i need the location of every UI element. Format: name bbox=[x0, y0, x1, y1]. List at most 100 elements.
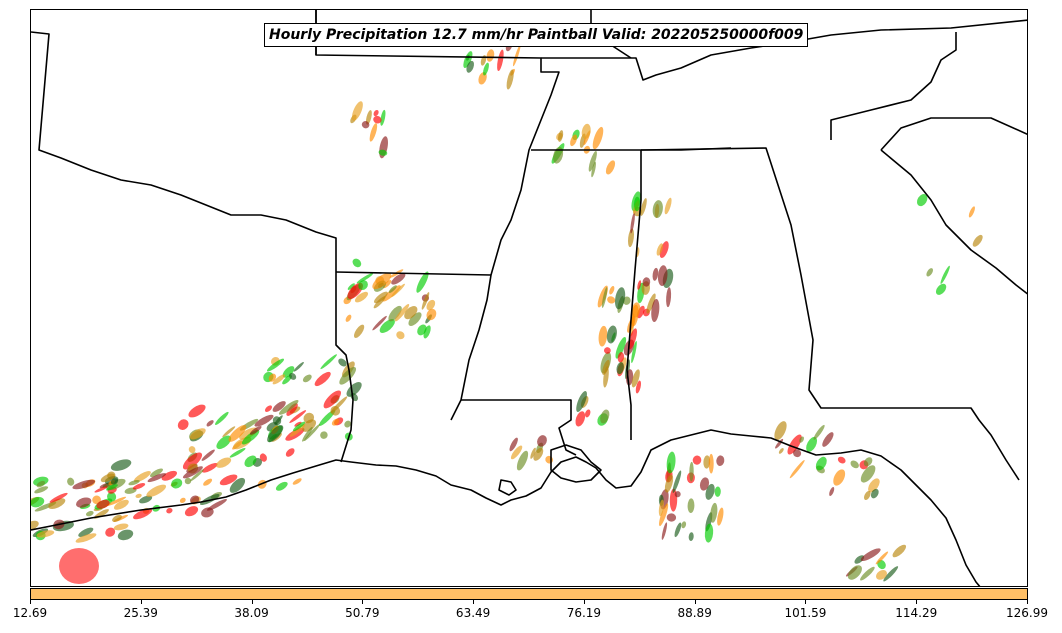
precip-paintball bbox=[692, 455, 702, 465]
precip-paintball bbox=[883, 566, 899, 582]
precip-paintball bbox=[601, 287, 608, 308]
precip-paintball bbox=[254, 414, 274, 427]
precip-paintball bbox=[76, 497, 92, 508]
precip-paintball bbox=[244, 455, 257, 468]
precip-paintball bbox=[672, 470, 682, 493]
colorbar-tick bbox=[140, 600, 142, 604]
precip-paintball bbox=[497, 49, 504, 72]
state-borders bbox=[31, 10, 1027, 586]
precip-paintball bbox=[184, 506, 199, 517]
precip-paintball bbox=[75, 533, 97, 543]
precip-paintball bbox=[49, 492, 68, 503]
precip-paintball bbox=[605, 160, 616, 175]
precip-paintball bbox=[304, 423, 321, 442]
precip-paintball bbox=[272, 374, 286, 385]
precip-paintball bbox=[778, 448, 784, 454]
precip-paintball bbox=[815, 456, 827, 471]
precip-paintball bbox=[216, 435, 232, 450]
precip-paintball bbox=[365, 110, 372, 125]
precip-paintball bbox=[659, 241, 669, 259]
precip-paintball bbox=[875, 551, 889, 565]
colorbar-tick-label: 114.29 bbox=[895, 606, 938, 620]
precip-paintball bbox=[292, 478, 302, 485]
colorbar-tick-label: 38.09 bbox=[234, 606, 269, 620]
precip-paintball bbox=[588, 150, 597, 172]
precip-paintball bbox=[320, 431, 328, 439]
precip-paintball bbox=[292, 421, 306, 432]
precip-paintball bbox=[637, 305, 645, 319]
precip-paintball bbox=[372, 272, 392, 290]
precip-paintball bbox=[530, 447, 536, 459]
precip-paintball bbox=[378, 149, 388, 156]
precip-paintball bbox=[139, 495, 153, 504]
precip-paintball bbox=[361, 121, 370, 129]
precip-paintball bbox=[106, 484, 118, 491]
precip-paintball bbox=[486, 49, 495, 62]
colorbar-tick bbox=[916, 600, 918, 604]
precip-paintball bbox=[860, 548, 881, 562]
precip-paintball bbox=[829, 486, 835, 497]
precip-paintball bbox=[483, 62, 489, 76]
precip-paintball bbox=[388, 285, 397, 293]
colorbar bbox=[30, 588, 1028, 600]
precip-paintball bbox=[302, 426, 313, 442]
precip-paintball bbox=[714, 486, 721, 497]
precip-paintball bbox=[916, 194, 928, 207]
precip-paintball bbox=[201, 462, 218, 473]
precip-paintball bbox=[789, 459, 805, 479]
precip-paintball bbox=[426, 299, 436, 311]
precip-paintball bbox=[674, 522, 682, 538]
precip-paintball bbox=[272, 401, 286, 412]
precip-paintball bbox=[635, 380, 642, 394]
precip-paintball bbox=[394, 304, 410, 322]
precip-paintball bbox=[631, 369, 640, 388]
precip-paintball bbox=[133, 508, 153, 520]
precip-paintball bbox=[338, 358, 347, 367]
precip-paintball bbox=[177, 419, 189, 430]
precip-paintball bbox=[190, 469, 204, 482]
precip-paintball bbox=[110, 478, 119, 485]
precip-paintball bbox=[666, 451, 676, 474]
precip-paintball bbox=[704, 523, 714, 543]
precip-paintball bbox=[664, 197, 672, 215]
colorbar-tick bbox=[1027, 600, 1028, 604]
precip-paintball bbox=[358, 280, 368, 290]
precip-paintball bbox=[717, 507, 724, 526]
precip-paintball bbox=[793, 449, 802, 458]
precip-paintball bbox=[822, 432, 834, 447]
precip-paintball bbox=[249, 426, 262, 435]
precip-paintball bbox=[314, 371, 331, 387]
colorbar-tick bbox=[362, 600, 364, 604]
colorbar-tick bbox=[251, 600, 253, 604]
precip-paintball bbox=[609, 285, 615, 295]
precip-paintball bbox=[31, 496, 45, 508]
precip-paintball bbox=[584, 409, 591, 418]
precip-paintball bbox=[206, 420, 214, 427]
precip-paintball bbox=[631, 340, 637, 364]
precip-paintball bbox=[533, 447, 544, 461]
precip-paintball bbox=[229, 447, 246, 458]
precip-paintball bbox=[837, 456, 846, 464]
precip-paintball bbox=[31, 520, 39, 531]
precip-paintball bbox=[681, 521, 687, 529]
precip-paintball bbox=[652, 267, 659, 281]
precip-paintball bbox=[892, 544, 907, 558]
precip-paintball bbox=[293, 362, 304, 372]
precip-paintball bbox=[339, 366, 357, 385]
precip-paintball bbox=[59, 548, 99, 584]
colorbar-tick-label: 25.39 bbox=[123, 606, 158, 620]
precip-paintball bbox=[147, 473, 167, 483]
precip-paintball bbox=[545, 455, 554, 464]
precip-paintball bbox=[94, 486, 108, 493]
precip-paintball bbox=[188, 446, 196, 454]
precip-paintball bbox=[607, 296, 616, 304]
precip-paintball bbox=[506, 69, 514, 90]
precip-paintball bbox=[598, 325, 608, 347]
precip-paintball bbox=[166, 507, 173, 514]
precip-paintball bbox=[289, 372, 297, 380]
precip-paintball bbox=[404, 306, 418, 320]
precip-paintball bbox=[331, 418, 340, 426]
precip-paintball bbox=[860, 465, 876, 483]
precip-paintball bbox=[876, 570, 887, 580]
precip-paintball bbox=[631, 304, 639, 327]
